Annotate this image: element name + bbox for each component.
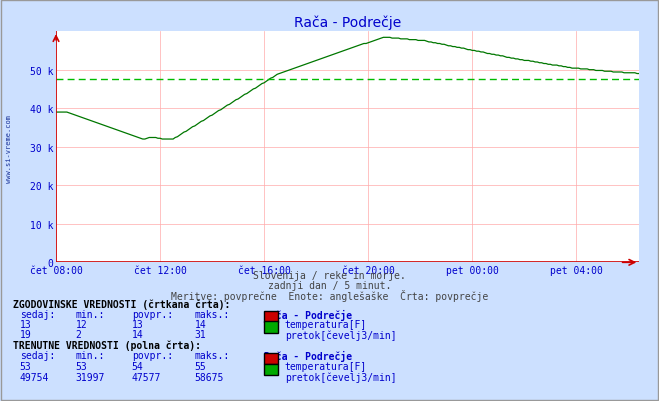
Text: min.:: min.: — [76, 350, 105, 360]
Text: TRENUTNE VREDNOSTI (polna črta):: TRENUTNE VREDNOSTI (polna črta): — [13, 340, 201, 350]
Text: 54: 54 — [132, 361, 144, 371]
Text: 31997: 31997 — [76, 372, 105, 382]
Text: 53: 53 — [76, 361, 88, 371]
Text: sedaj:: sedaj: — [20, 350, 55, 360]
Text: 13: 13 — [20, 319, 32, 329]
Text: min.:: min.: — [76, 309, 105, 319]
Text: ZGODOVINSKE VREDNOSTI (črtkana črta):: ZGODOVINSKE VREDNOSTI (črtkana črta): — [13, 299, 231, 309]
Text: 2: 2 — [76, 330, 82, 340]
Text: temperatura[F]: temperatura[F] — [285, 361, 367, 371]
Text: www.si-vreme.com: www.si-vreme.com — [5, 114, 12, 182]
Text: Rača - Podrečje: Rača - Podrečje — [264, 350, 352, 361]
Text: maks.:: maks.: — [194, 309, 229, 319]
Text: 31: 31 — [194, 330, 206, 340]
Text: 14: 14 — [194, 319, 206, 329]
Text: maks.:: maks.: — [194, 350, 229, 360]
Text: Slovenija / reke in morje.: Slovenija / reke in morje. — [253, 271, 406, 281]
Text: 14: 14 — [132, 330, 144, 340]
Text: pretok[čevelj3/min]: pretok[čevelj3/min] — [285, 372, 396, 382]
Text: 13: 13 — [132, 319, 144, 329]
Text: 19: 19 — [20, 330, 32, 340]
Text: 47577: 47577 — [132, 372, 161, 382]
Title: Rača - Podrečje: Rača - Podrečje — [294, 15, 401, 30]
Text: povpr.:: povpr.: — [132, 309, 173, 319]
Text: sedaj:: sedaj: — [20, 309, 55, 319]
Text: 12: 12 — [76, 319, 88, 329]
Text: 53: 53 — [20, 361, 32, 371]
Text: 49754: 49754 — [20, 372, 49, 382]
Text: povpr.:: povpr.: — [132, 350, 173, 360]
Text: Rača - Podrečje: Rača - Podrečje — [264, 309, 352, 320]
Text: temperatura[F]: temperatura[F] — [285, 319, 367, 329]
Text: 58675: 58675 — [194, 372, 224, 382]
Text: zadnji dan / 5 minut.: zadnji dan / 5 minut. — [268, 280, 391, 290]
Text: Meritve: povprečne  Enote: anglešaške  Črta: povprečje: Meritve: povprečne Enote: anglešaške Črt… — [171, 290, 488, 302]
Text: pretok[čevelj3/min]: pretok[čevelj3/min] — [285, 330, 396, 340]
Text: 55: 55 — [194, 361, 206, 371]
